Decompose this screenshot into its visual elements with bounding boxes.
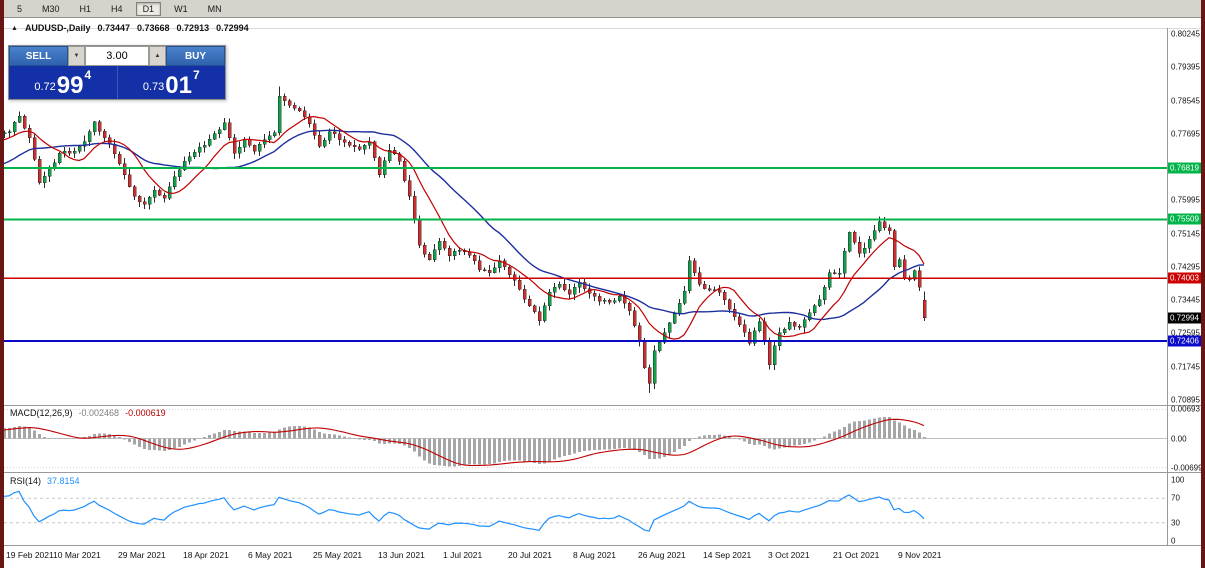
date-label: 8 Aug 2021	[573, 550, 617, 560]
timeframe-button-h4[interactable]: H4	[111, 3, 123, 14]
timeframe-button-m30[interactable]: M30	[42, 3, 60, 14]
rsi-label: RSI(14) 37.8154	[10, 476, 80, 486]
timeframe-button-mn[interactable]: MN	[207, 3, 222, 14]
macd-signal-line	[4, 418, 925, 467]
buy-price[interactable]: 0.73 01 7	[118, 66, 226, 99]
macd-signal-value: -0.000619	[125, 408, 166, 418]
sell-price-base: 0.72	[34, 81, 56, 93]
collapse-arrow-icon[interactable]: ▲	[11, 24, 18, 32]
rsi-scale-label: 30	[1171, 518, 1180, 528]
date-label: 29 Mar 2021	[118, 550, 166, 560]
buy-price-point: 7	[192, 68, 200, 82]
candlesticks-layer	[4, 86, 927, 393]
macd-scale-label: -0.00699	[1171, 463, 1201, 473]
close-value: 0.72994	[216, 23, 249, 33]
volume-increase-button[interactable]: ▲	[149, 46, 166, 66]
date-label: 19 Feb 2021	[6, 550, 54, 560]
sell-price-big: 99	[56, 71, 84, 99]
date-label: 18 Apr 2021	[183, 550, 229, 560]
price-grid-label: 0.74295	[1171, 262, 1200, 272]
price-line-badge: 0.72406	[1168, 335, 1201, 347]
timeframe-button-d1[interactable]: D1	[135, 1, 162, 16]
window-border-right	[1201, 0, 1205, 568]
chart-area[interactable]: ▲ AUDUSD-,Daily 0.73447 0.73668 0.72913 …	[4, 18, 1201, 568]
low-value: 0.72913	[176, 23, 210, 33]
date-label: 10 Mar 2021	[53, 550, 101, 560]
date-label: 1 Jul 2021	[443, 550, 483, 560]
price-grid-label: 0.78545	[1171, 96, 1200, 106]
sell-price-point: 4	[84, 68, 92, 82]
rsi-scale-label: 70	[1171, 493, 1180, 503]
trade-controls-row: SELL ▼ ▲ BUY	[9, 46, 225, 66]
date-label: 14 Sep 2021	[703, 550, 752, 560]
price-grid-label: 0.79395	[1171, 62, 1200, 72]
price-grid-label: 0.75145	[1171, 229, 1200, 239]
rsi-pane	[4, 490, 1167, 532]
open-value: 0.73447	[97, 23, 130, 33]
date-label: 26 Aug 2021	[638, 550, 686, 560]
volume-decrease-button[interactable]: ▼	[68, 46, 85, 66]
rsi-line	[4, 490, 925, 532]
date-label: 13 Jun 2021	[378, 550, 425, 560]
macd-main-value: -0.002468	[78, 408, 120, 418]
window-border-left	[0, 0, 4, 568]
sell-button[interactable]: SELL	[9, 46, 68, 66]
macd-label: MACD(12,26,9) -0.002468 -0.000619	[10, 408, 166, 418]
date-label: 21 Oct 2021	[833, 550, 880, 560]
buy-price-base: 0.73	[142, 81, 165, 93]
rsi-scale-label: 0	[1171, 536, 1176, 546]
one-click-trading-panel: SELL ▼ ▲ BUY 0.72 99 4 0.73 01 7	[8, 45, 226, 100]
price-grid-label: 0.77695	[1171, 129, 1200, 139]
price-line-badge: 0.75509	[1168, 213, 1201, 225]
macd-histogram	[4, 417, 926, 467]
date-label: 9 Nov 2021	[898, 550, 942, 560]
buy-price-big: 01	[165, 71, 192, 99]
time-axis[interactable]: 19 Feb 2021 10 Mar 2021 29 Mar 2021 18 Apr …	[4, 546, 1201, 568]
price-line-badge: 0.76819	[1168, 162, 1201, 174]
date-label: 25 May 2021	[313, 550, 363, 560]
timeframe-button-h1[interactable]: H1	[79, 3, 92, 14]
rsi-name: RSI(14)	[10, 476, 42, 486]
macd-scale-label: 0.00	[1171, 434, 1187, 443]
timeframe-button-5[interactable]: 5	[17, 3, 23, 14]
rsi-scale-label: 100	[1171, 475, 1185, 485]
price-grid-label: 0.72595	[1171, 328, 1200, 338]
price-scale[interactable]: 0.80245 0.79395 0.78545 0.77695 0.75995 0.751…	[1168, 18, 1201, 546]
timeframe-toolbar: 5 M30 H1 H4 D1 W1 MN	[4, 0, 1201, 18]
symbol-label: AUDUSD-,Daily	[24, 23, 91, 33]
ma-fast-line	[4, 115, 925, 340]
price-grid-label: 0.75995	[1171, 195, 1200, 205]
price-grid-label: 0.80245	[1171, 29, 1200, 39]
chart-canvas[interactable]	[4, 18, 1201, 568]
price-line-badge: 0.74003	[1168, 272, 1201, 284]
date-label: 3 Oct 2021	[768, 550, 810, 560]
ma-slow-line	[4, 129, 925, 321]
volume-input[interactable]	[85, 46, 149, 66]
chart-header: ▲ AUDUSD-,Daily 0.73447 0.73668 0.72913 …	[11, 23, 249, 33]
high-value: 0.73668	[137, 23, 170, 33]
macd-name: MACD(12,26,9)	[10, 408, 73, 418]
rsi-value: 37.8154	[47, 476, 80, 486]
pane-separators	[4, 28, 1201, 546]
price-grid-label: 0.73445	[1171, 295, 1200, 305]
sell-price[interactable]: 0.72 99 4	[9, 66, 118, 99]
price-line-badge: 0.72994	[1168, 312, 1201, 324]
date-label: 6 May 2021	[248, 550, 293, 560]
date-label: 20 Jul 2021	[508, 550, 552, 560]
timeframe-button-w1[interactable]: W1	[174, 3, 188, 14]
quote-prices-row: 0.72 99 4 0.73 01 7	[9, 66, 225, 99]
horizontal-price-lines[interactable]	[4, 167, 1167, 342]
macd-pane	[4, 409, 1167, 468]
price-grid-label: 0.71745	[1171, 362, 1200, 372]
price-grid-label: 0.70895	[1171, 395, 1200, 405]
buy-button[interactable]: BUY	[166, 46, 225, 66]
macd-scale-label: 0.00693	[1171, 404, 1200, 414]
